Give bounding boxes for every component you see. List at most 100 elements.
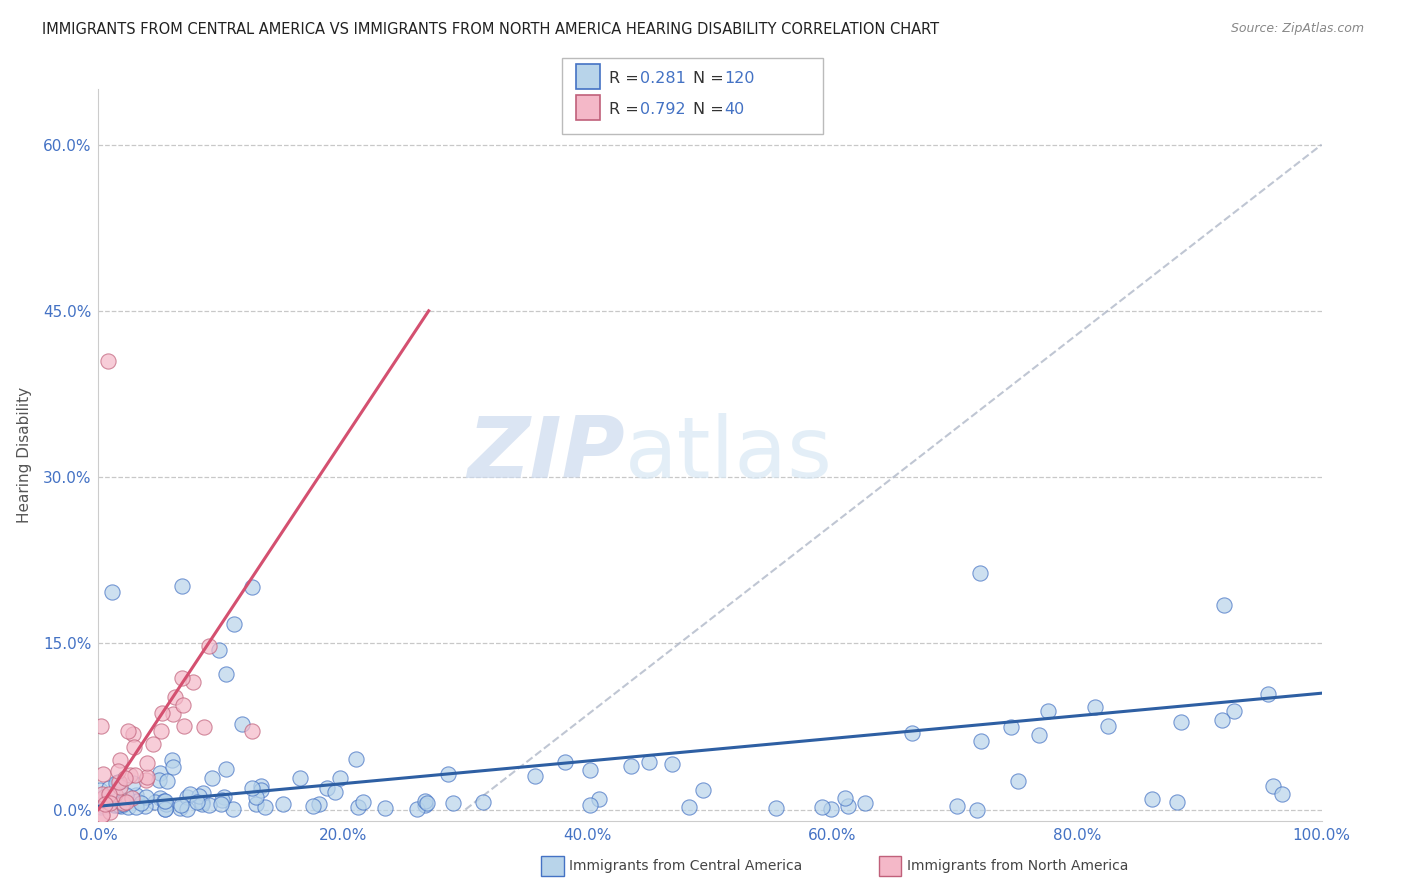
Text: 120: 120 [724,71,755,86]
Point [1213,599,1236,613]
Point [122,726,145,740]
Point [91,808,114,822]
Point [104,787,127,801]
Point [117,723,139,738]
Point [240,723,263,738]
Point [1084,699,1107,714]
Point [1261,779,1284,793]
Point [162,707,184,722]
Point [1271,787,1294,801]
Point [110,799,132,814]
Text: 0.792: 0.792 [640,103,685,117]
Point [156,773,179,788]
Point [143,795,166,809]
Point [115,788,138,802]
Point [114,772,136,786]
Point [179,787,201,801]
Point [107,775,129,789]
Point [93,789,115,804]
Point [155,794,177,808]
Point [1170,715,1192,730]
Point [1038,704,1060,718]
Text: Immigrants from Central America: Immigrants from Central America [569,859,803,873]
Point [89,782,111,797]
Point [169,798,191,813]
Point [191,795,214,809]
Point [416,796,439,810]
Point [901,725,924,739]
Point [231,717,253,731]
Point [413,797,436,812]
Text: R =: R = [609,71,644,86]
Point [1223,704,1246,718]
Point [329,771,352,785]
Point [97,794,120,808]
Point [554,756,576,770]
Point [176,789,198,804]
Point [111,797,134,811]
Point [638,755,661,769]
Point [170,579,193,593]
Point [316,780,339,795]
Point [201,771,224,785]
Point [620,759,643,773]
Point [117,799,139,814]
Point [191,797,214,811]
Point [222,802,245,816]
Point [90,719,112,733]
Point [153,802,176,816]
Point [149,765,172,780]
Point [288,772,311,786]
Point [121,791,143,805]
Point [245,789,267,804]
Point [308,797,330,812]
Point [254,800,277,814]
Point [211,793,233,807]
Point [98,780,121,795]
Point [153,794,176,808]
Point [242,781,264,796]
Point [97,787,120,801]
Point [837,798,859,813]
Point [820,802,842,816]
Point [1140,792,1163,806]
Point [111,793,134,807]
Point [1000,720,1022,734]
Text: 40: 40 [724,103,744,117]
Point [191,786,214,800]
Point [107,798,129,813]
Point [208,643,231,657]
Point [122,739,145,754]
Point [124,788,146,802]
Point [142,737,165,751]
Text: 0.281: 0.281 [640,71,686,86]
Point [105,776,128,790]
Point [125,794,148,808]
Point [222,617,245,632]
Text: Immigrants from North America: Immigrants from North America [907,859,1128,873]
Point [90,787,112,801]
Point [155,797,177,812]
Point [135,772,157,787]
Point [115,795,138,809]
Point [405,802,427,816]
Point [588,792,610,806]
Point [173,719,195,733]
Point [1166,795,1188,809]
Y-axis label: Hearing Disability: Hearing Disability [17,387,32,523]
Point [374,801,396,815]
Point [91,767,114,781]
Text: atlas: atlas [624,413,832,497]
Point [1211,713,1233,727]
Point [347,799,370,814]
Point [579,798,602,813]
Point [415,794,437,808]
Point [441,797,464,811]
Point [107,775,129,789]
Point [165,690,187,704]
Point [209,797,232,811]
Point [124,800,146,814]
Point [471,795,494,809]
Point [853,797,876,811]
Point [1257,687,1279,701]
